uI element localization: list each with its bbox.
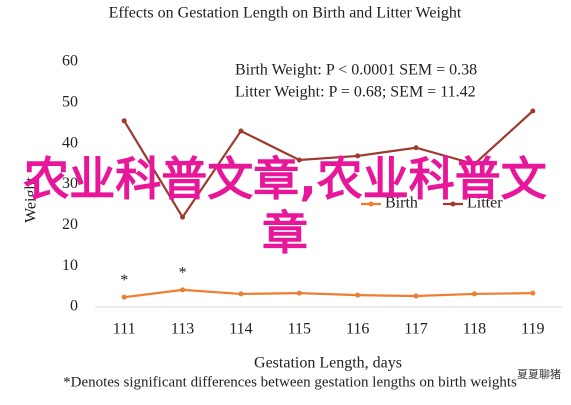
legend-marker <box>368 201 374 207</box>
x-tick-label: 113 <box>171 321 194 338</box>
y-tick-label: 20 <box>62 216 78 233</box>
footnote: *Denotes significant differences between… <box>63 374 517 390</box>
x-tick-label: 117 <box>404 321 427 338</box>
legend-label: Litter <box>467 195 503 212</box>
y-tick-label: 50 <box>62 94 78 111</box>
point <box>471 291 477 297</box>
point <box>413 293 419 299</box>
overlay-text: 农业科普文章,农业科普文章 <box>23 152 547 260</box>
watermark: 夏夏聊猪 <box>517 366 561 382</box>
point <box>530 290 536 296</box>
y-axis-label: Weight <box>23 177 40 223</box>
significance-label: * <box>179 265 187 282</box>
point <box>238 291 244 297</box>
point <box>296 290 302 296</box>
chart-title: Effects on Gestation Length on Birth and… <box>109 5 462 22</box>
point <box>355 153 361 159</box>
point <box>296 157 302 163</box>
y-tick-label: 30 <box>62 175 78 192</box>
x-tick-label: 115 <box>288 321 311 338</box>
point <box>238 128 244 134</box>
annotation: Litter Weight: P = 0.68; SEM = 11.42 <box>235 84 476 101</box>
y-tick-label: 40 <box>62 134 78 151</box>
point <box>413 145 419 151</box>
line <box>123 110 534 220</box>
point <box>180 214 186 220</box>
x-tick-label: 119 <box>521 321 544 338</box>
line <box>124 288 533 299</box>
annotation: Birth Weight: P < 0.0001 SEM = 0.38 <box>235 62 477 79</box>
point <box>180 287 186 293</box>
point <box>121 294 127 300</box>
legend-label: Birth <box>385 195 418 212</box>
y-tick-label: 10 <box>62 257 78 274</box>
x-axis-label: Gestation Length, days <box>254 355 402 372</box>
significance-label: * <box>120 272 128 289</box>
x-tick-label: 114 <box>229 321 252 338</box>
point <box>530 108 536 114</box>
point <box>355 292 361 298</box>
x-tick-label: 111 <box>113 321 136 338</box>
y-tick-label: 0 <box>70 298 78 315</box>
point <box>121 118 127 124</box>
x-tick-label: 116 <box>346 321 369 338</box>
point <box>471 161 477 167</box>
legend-marker <box>450 201 456 207</box>
x-tick-label: 118 <box>463 321 486 338</box>
y-tick-label: 60 <box>62 53 78 70</box>
